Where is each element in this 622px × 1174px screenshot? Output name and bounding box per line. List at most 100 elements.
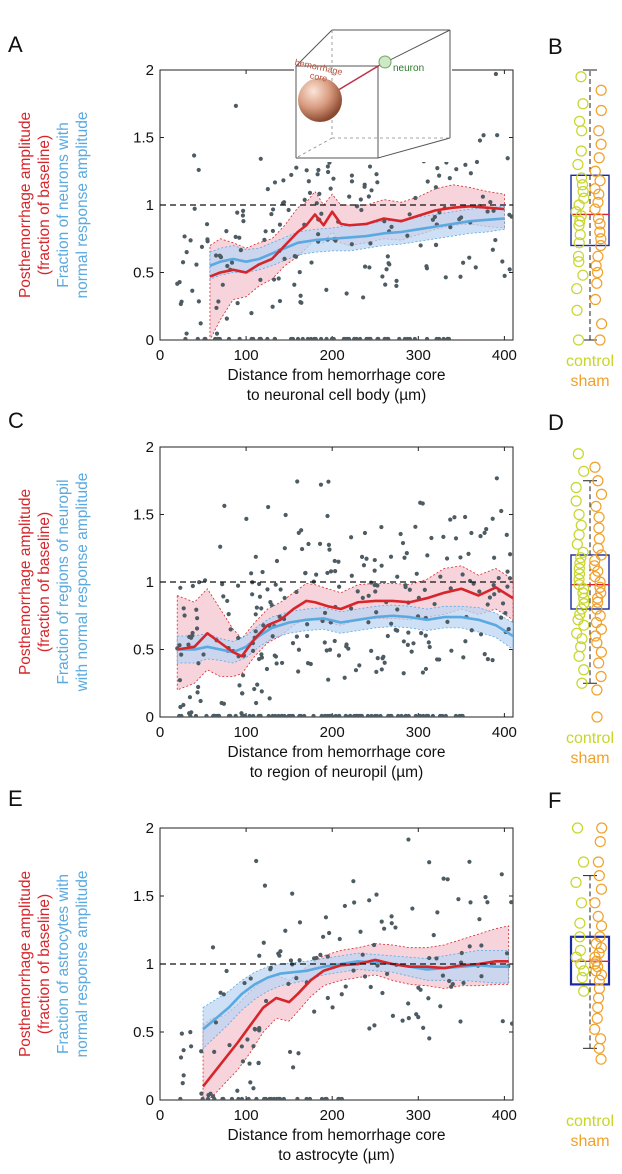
scatter-point <box>239 1044 244 1049</box>
scatter-point <box>448 586 453 591</box>
scatter-point <box>390 1013 396 1018</box>
scatter-point <box>352 900 357 905</box>
scatter-point-zero <box>249 336 254 340</box>
scatter-point <box>434 657 440 662</box>
ylabel-red-line1: Posthemorrhage amplitude <box>17 871 34 1057</box>
scatter-point <box>325 164 330 169</box>
scatter-point <box>379 524 384 530</box>
scatter-point <box>296 1051 301 1056</box>
scatter-point <box>305 633 310 639</box>
scatter-point <box>221 992 226 997</box>
scatter-point-zero <box>205 1096 211 1100</box>
scatter-point <box>422 587 427 592</box>
scatter-point-zero <box>457 713 462 717</box>
scatter-point <box>318 482 324 487</box>
scatter-point <box>178 585 183 590</box>
scatter-point <box>240 213 246 218</box>
scatter-point <box>416 1014 421 1020</box>
scatter-point <box>278 587 283 592</box>
scatter-point <box>504 532 509 537</box>
scatter-point <box>241 219 246 224</box>
scatter-point <box>305 622 310 627</box>
scatter-point-zero <box>300 336 305 340</box>
scatter-point <box>461 260 466 265</box>
scatter-point <box>277 298 283 304</box>
scatter-point <box>372 557 377 563</box>
scatter-point <box>386 261 391 266</box>
control-point <box>570 206 582 218</box>
scatter-point <box>394 283 399 288</box>
sham-point <box>589 183 601 195</box>
scatter-point <box>490 516 495 521</box>
scatter-point <box>368 241 373 246</box>
scatter-point-zero <box>382 336 387 340</box>
scatter-point <box>342 675 347 680</box>
scatter-point <box>389 921 394 926</box>
scatter-point <box>257 953 262 958</box>
scatter-point <box>277 222 283 227</box>
scatter-point <box>419 631 424 636</box>
scatter-point <box>473 265 478 270</box>
scatter-point <box>255 682 260 687</box>
scatter-point <box>213 253 219 258</box>
sham-point <box>593 152 605 164</box>
scatter-point <box>385 254 390 259</box>
sham-point <box>595 138 607 150</box>
scatter-point <box>425 553 430 558</box>
scatter-point <box>342 903 347 909</box>
scatter-point <box>178 704 183 710</box>
scatter-point <box>379 667 384 672</box>
sham-point <box>593 533 605 545</box>
scatter-point <box>240 1059 246 1064</box>
sham-point <box>595 623 607 635</box>
scatter-point-zero <box>179 713 184 717</box>
scatter-point <box>194 262 199 267</box>
control-point <box>571 822 584 834</box>
scatter-point <box>493 71 498 77</box>
scatter-point <box>332 638 337 644</box>
scatter-point <box>312 1009 317 1014</box>
scatter-point <box>426 996 431 1001</box>
scatter-point <box>433 185 438 190</box>
xlabel-line1: Distance from hemorrhage core <box>228 744 446 761</box>
scatter-point <box>250 648 256 653</box>
scatter-point <box>421 1025 426 1030</box>
scatter-point <box>294 976 299 981</box>
scatter-point <box>235 1088 240 1093</box>
scatter-point <box>349 242 354 247</box>
scatter-point <box>474 159 480 165</box>
scatter-point <box>379 563 384 568</box>
scatter-point <box>328 569 334 574</box>
control-point <box>578 664 590 676</box>
scatter-point <box>290 891 295 896</box>
scatter-point <box>235 583 241 588</box>
scatter-point <box>298 293 303 298</box>
scatter-point <box>495 133 500 138</box>
panel-letter: B <box>548 34 563 59</box>
scatter-point <box>201 652 206 657</box>
scatter-point <box>366 194 371 199</box>
scatter-point <box>282 595 287 601</box>
scatter-point <box>327 647 333 652</box>
sham-point <box>592 196 604 208</box>
scatter-point <box>449 984 454 989</box>
scatter-point <box>491 555 497 560</box>
ylabel-blue-line2: normal response amplitude <box>74 871 91 1058</box>
scatter-point <box>247 1061 252 1066</box>
sham-point <box>591 711 603 723</box>
scatter-point <box>235 300 240 306</box>
scatter-point <box>289 172 294 178</box>
scatter-point <box>252 1026 257 1032</box>
scatter-point <box>452 515 457 520</box>
scatter-point <box>189 710 194 715</box>
scatter-point <box>262 237 267 242</box>
scatter-point <box>180 260 186 265</box>
scatter-point <box>274 661 279 666</box>
scatter-point <box>389 621 394 626</box>
scatter-point <box>403 584 408 590</box>
scatter-point-zero <box>413 713 418 717</box>
sham-point <box>589 951 601 963</box>
scatter-point <box>227 1042 232 1048</box>
scatter-point <box>467 859 472 864</box>
scatter-point <box>249 571 254 576</box>
